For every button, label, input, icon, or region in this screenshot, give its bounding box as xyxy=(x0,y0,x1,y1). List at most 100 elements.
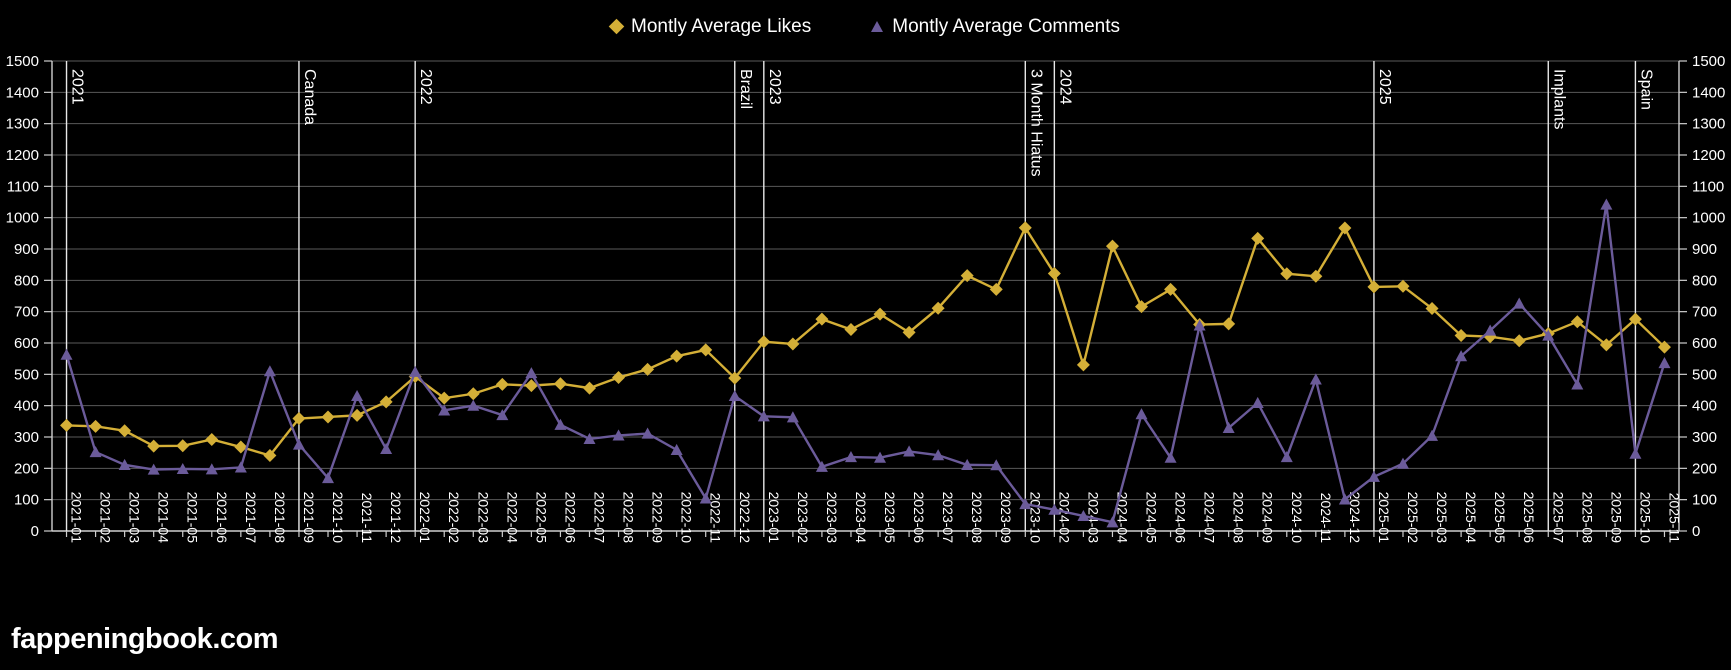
data-point-comments[interactable] xyxy=(583,432,596,444)
data-point-likes[interactable] xyxy=(1367,280,1381,294)
data-point-likes[interactable] xyxy=(524,379,538,393)
data-point-likes[interactable] xyxy=(582,381,596,395)
data-point-comments[interactable] xyxy=(1629,447,1642,459)
data-point-comments[interactable] xyxy=(263,365,276,377)
data-point-comments[interactable] xyxy=(409,365,422,377)
data-point-likes[interactable] xyxy=(1018,221,1032,235)
data-point-comments[interactable] xyxy=(1426,429,1439,441)
data-point-likes[interactable] xyxy=(757,335,771,349)
data-point-likes[interactable] xyxy=(176,439,190,453)
data-point-comments[interactable] xyxy=(874,451,887,463)
data-point-comments[interactable] xyxy=(1513,297,1526,309)
data-point-likes[interactable] xyxy=(902,325,916,339)
data-point-likes[interactable] xyxy=(118,424,132,438)
data-point-likes[interactable] xyxy=(612,370,626,384)
data-point-likes[interactable] xyxy=(1396,279,1410,293)
data-point-comments[interactable] xyxy=(60,348,73,360)
data-point-comments[interactable] xyxy=(612,429,625,441)
data-point-comments[interactable] xyxy=(932,449,945,461)
data-point-comments[interactable] xyxy=(205,463,218,475)
data-point-likes[interactable] xyxy=(437,391,451,405)
data-point-likes[interactable] xyxy=(873,307,887,321)
data-point-comments[interactable] xyxy=(990,459,1003,471)
data-point-comments[interactable] xyxy=(757,410,770,422)
data-point-comments[interactable] xyxy=(380,442,393,455)
data-point-comments[interactable] xyxy=(728,389,741,402)
data-point-likes[interactable] xyxy=(234,440,248,454)
data-point-comments[interactable] xyxy=(1222,421,1235,434)
data-point-likes[interactable] xyxy=(699,343,713,357)
data-point-likes[interactable] xyxy=(1657,340,1671,354)
data-point-comments[interactable] xyxy=(961,458,974,470)
data-point-likes[interactable] xyxy=(1454,328,1468,342)
data-point-likes[interactable] xyxy=(786,337,800,351)
data-point-likes[interactable] xyxy=(1251,231,1265,245)
data-point-comments[interactable] xyxy=(1658,357,1671,369)
data-point-likes[interactable] xyxy=(205,433,219,447)
data-point-comments[interactable] xyxy=(1280,451,1293,463)
data-point-likes[interactable] xyxy=(1628,312,1642,326)
data-point-comments[interactable] xyxy=(118,458,131,470)
data-point-comments[interactable] xyxy=(496,409,509,421)
data-point-comments[interactable] xyxy=(1251,396,1264,408)
data-point-likes[interactable] xyxy=(1135,300,1149,314)
data-point-comments[interactable] xyxy=(1542,329,1555,341)
data-point-comments[interactable] xyxy=(1338,493,1351,505)
data-point-likes[interactable] xyxy=(495,377,509,391)
data-point-comments[interactable] xyxy=(1048,503,1061,515)
data-point-likes[interactable] xyxy=(989,282,1003,296)
data-point-comments[interactable] xyxy=(322,472,335,484)
data-point-likes[interactable] xyxy=(1570,315,1584,329)
data-point-comments[interactable] xyxy=(89,446,102,458)
data-point-likes[interactable] xyxy=(1309,269,1323,283)
data-point-comments[interactable] xyxy=(438,404,451,416)
legend-item-comments[interactable]: Montly Average Comments xyxy=(871,17,1120,36)
data-point-comments[interactable] xyxy=(699,492,712,504)
data-point-comments[interactable] xyxy=(1019,498,1032,510)
data-point-likes[interactable] xyxy=(641,362,655,376)
data-point-comments[interactable] xyxy=(815,460,828,472)
data-point-comments[interactable] xyxy=(351,389,364,402)
data-point-comments[interactable] xyxy=(525,367,538,379)
data-point-likes[interactable] xyxy=(466,387,480,401)
data-point-likes[interactable] xyxy=(1512,334,1526,348)
data-point-comments[interactable] xyxy=(1193,319,1206,331)
data-point-likes[interactable] xyxy=(1105,239,1119,253)
data-point-likes[interactable] xyxy=(1425,302,1439,316)
data-point-comments[interactable] xyxy=(176,462,189,475)
data-point-likes[interactable] xyxy=(89,419,103,433)
data-point-comments[interactable] xyxy=(1135,408,1148,420)
data-point-likes[interactable] xyxy=(147,439,161,453)
data-point-comments[interactable] xyxy=(1455,350,1468,362)
data-point-likes[interactable] xyxy=(321,410,335,424)
data-point-likes[interactable] xyxy=(350,408,364,422)
data-point-comments[interactable] xyxy=(844,451,857,463)
data-point-comments[interactable] xyxy=(467,399,480,411)
data-point-comments[interactable] xyxy=(1600,198,1613,210)
data-point-likes[interactable] xyxy=(1222,317,1236,331)
data-point-likes[interactable] xyxy=(1599,338,1613,352)
data-point-comments[interactable] xyxy=(1106,516,1119,528)
data-point-likes[interactable] xyxy=(931,301,945,315)
data-point-likes[interactable] xyxy=(1076,358,1090,372)
data-point-comments[interactable] xyxy=(786,411,799,423)
data-point-comments[interactable] xyxy=(903,445,916,457)
data-point-likes[interactable] xyxy=(553,377,567,391)
data-point-comments[interactable] xyxy=(1077,509,1090,522)
data-point-likes[interactable] xyxy=(379,395,393,409)
legend-item-likes[interactable]: Montly Average Likes xyxy=(608,17,811,36)
data-point-likes[interactable] xyxy=(844,323,858,337)
data-point-comments[interactable] xyxy=(1484,324,1497,336)
data-point-likes[interactable] xyxy=(60,418,74,432)
data-point-likes[interactable] xyxy=(960,269,974,283)
data-point-likes[interactable] xyxy=(815,312,829,326)
data-point-likes[interactable] xyxy=(1280,267,1294,281)
data-point-comments[interactable] xyxy=(147,463,160,475)
data-point-comments[interactable] xyxy=(292,438,305,450)
data-point-comments[interactable] xyxy=(1367,470,1380,482)
data-point-comments[interactable] xyxy=(554,418,567,430)
data-point-comments[interactable] xyxy=(641,427,654,439)
data-point-likes[interactable] xyxy=(1164,282,1178,296)
data-point-comments[interactable] xyxy=(1164,451,1177,463)
data-point-comments[interactable] xyxy=(1309,373,1322,385)
